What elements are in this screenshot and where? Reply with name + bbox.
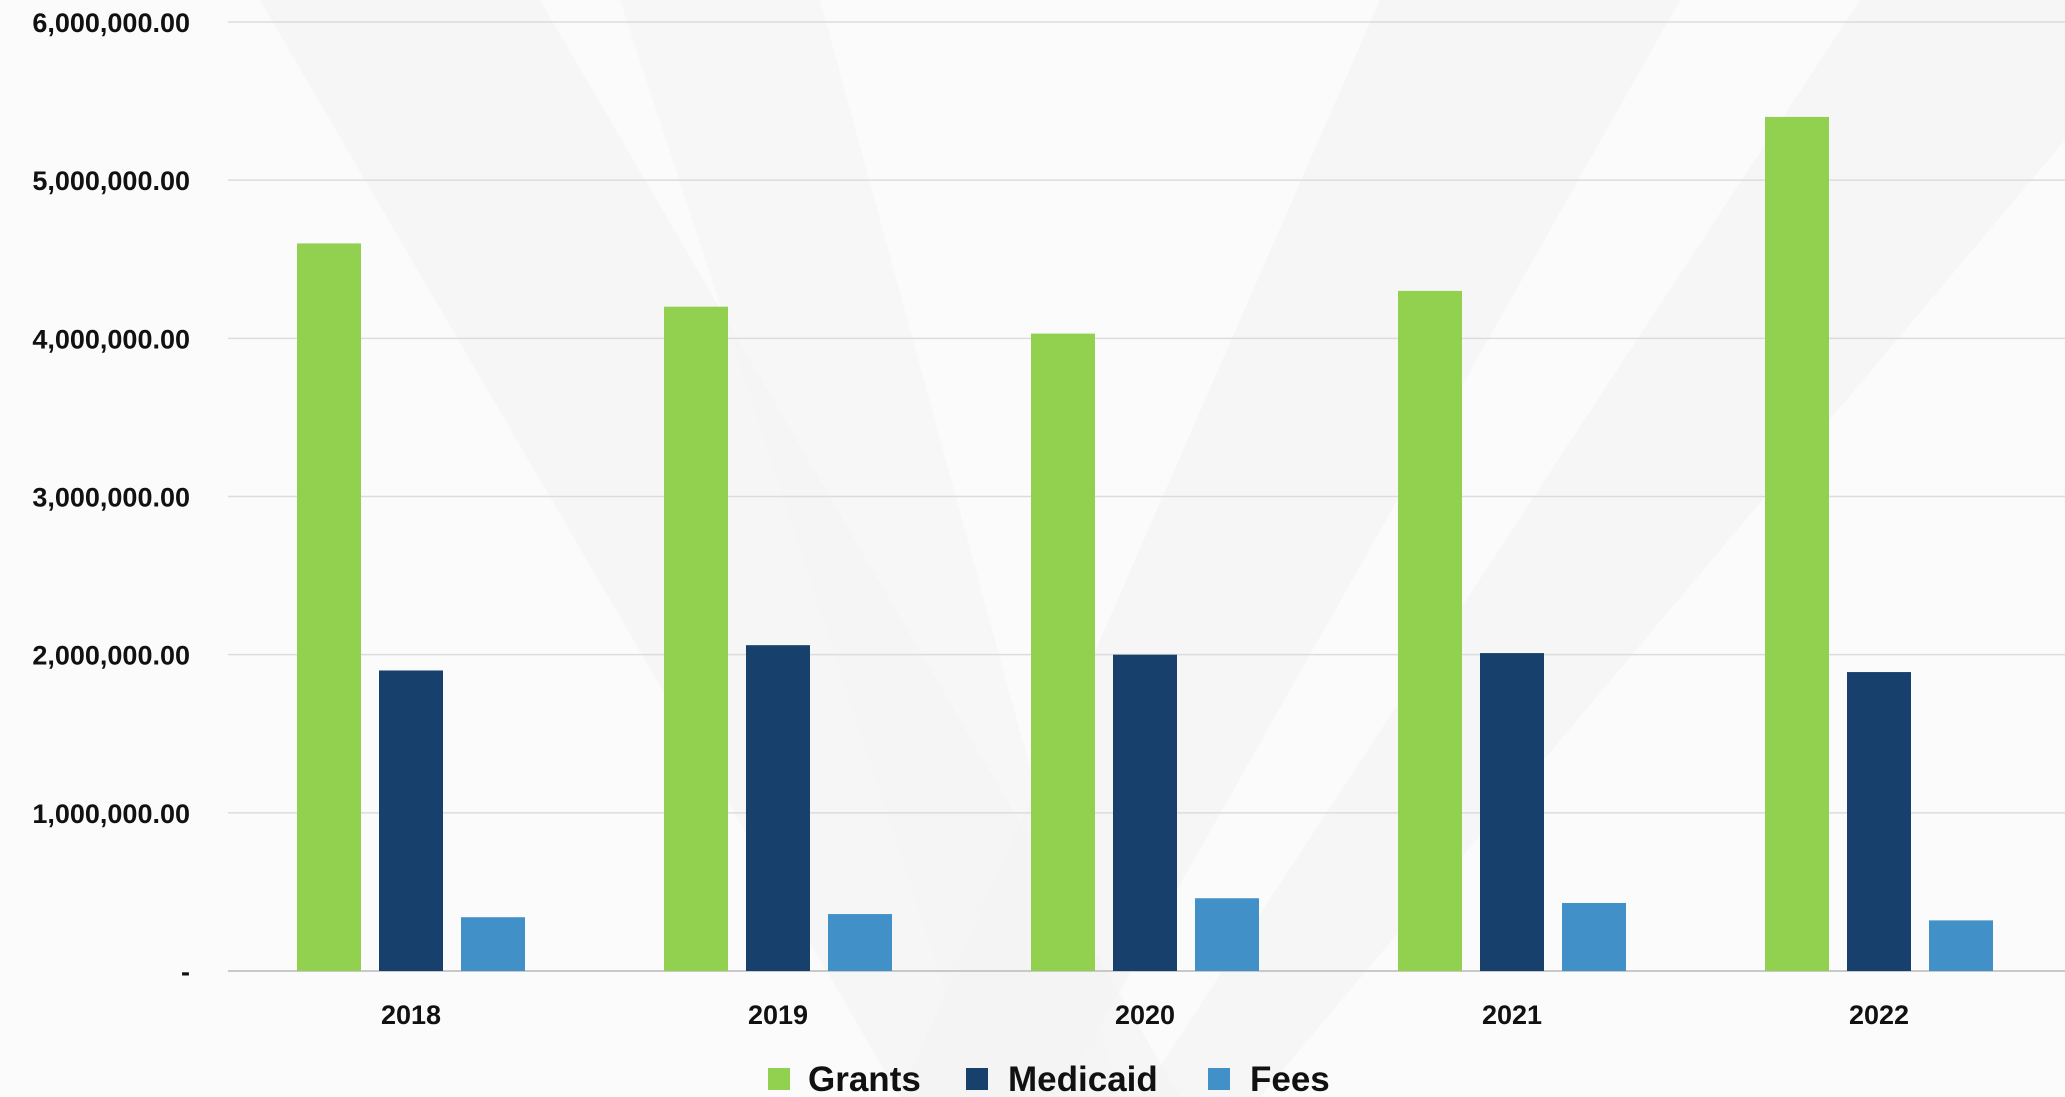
bar-fees-2018 (461, 917, 525, 971)
x-tick-label: 2022 (1849, 1000, 1909, 1030)
y-tick-label: 4,000,000.00 (32, 324, 190, 354)
legend-swatch-fees (1208, 1068, 1230, 1090)
bar-medicaid-2020 (1113, 654, 1177, 971)
bar-medicaid-2021 (1480, 653, 1544, 971)
x-tick-label: 2018 (381, 1000, 441, 1030)
y-tick-label: 2,000,000.00 (32, 641, 190, 671)
bar-medicaid-2018 (379, 670, 443, 971)
y-tick-label: 3,000,000.00 (32, 483, 190, 513)
bar-fees-2021 (1562, 902, 1626, 971)
bar-medicaid-2019 (746, 645, 810, 971)
y-tick-label: 1,000,000.00 (32, 799, 190, 829)
bar-medicaid-2022 (1847, 672, 1911, 971)
x-tick-label: 2020 (1115, 1000, 1175, 1030)
bar-fees-2019 (828, 914, 892, 971)
legend-label-grants: Grants (808, 1060, 921, 1097)
legend-swatch-grants (768, 1068, 790, 1090)
bar-fees-2022 (1929, 920, 1993, 971)
bar-grants-2019 (664, 306, 728, 971)
bar-grants-2022 (1765, 116, 1829, 971)
bar-grants-2020 (1031, 333, 1095, 971)
legend-label-fees: Fees (1250, 1060, 1330, 1097)
legend-swatch-medicaid (966, 1068, 988, 1090)
x-tick-label: 2019 (748, 1000, 808, 1030)
bar-fees-2020 (1195, 898, 1259, 971)
bar-grants-2018 (297, 243, 361, 971)
y-tick-label: - (181, 957, 190, 987)
legend-label-medicaid: Medicaid (1008, 1060, 1158, 1097)
y-tick-label: 5,000,000.00 (32, 166, 190, 196)
x-tick-label: 2021 (1482, 1000, 1542, 1030)
bar-grants-2021 (1398, 290, 1462, 972)
y-tick-label: 6,000,000.00 (32, 8, 190, 38)
